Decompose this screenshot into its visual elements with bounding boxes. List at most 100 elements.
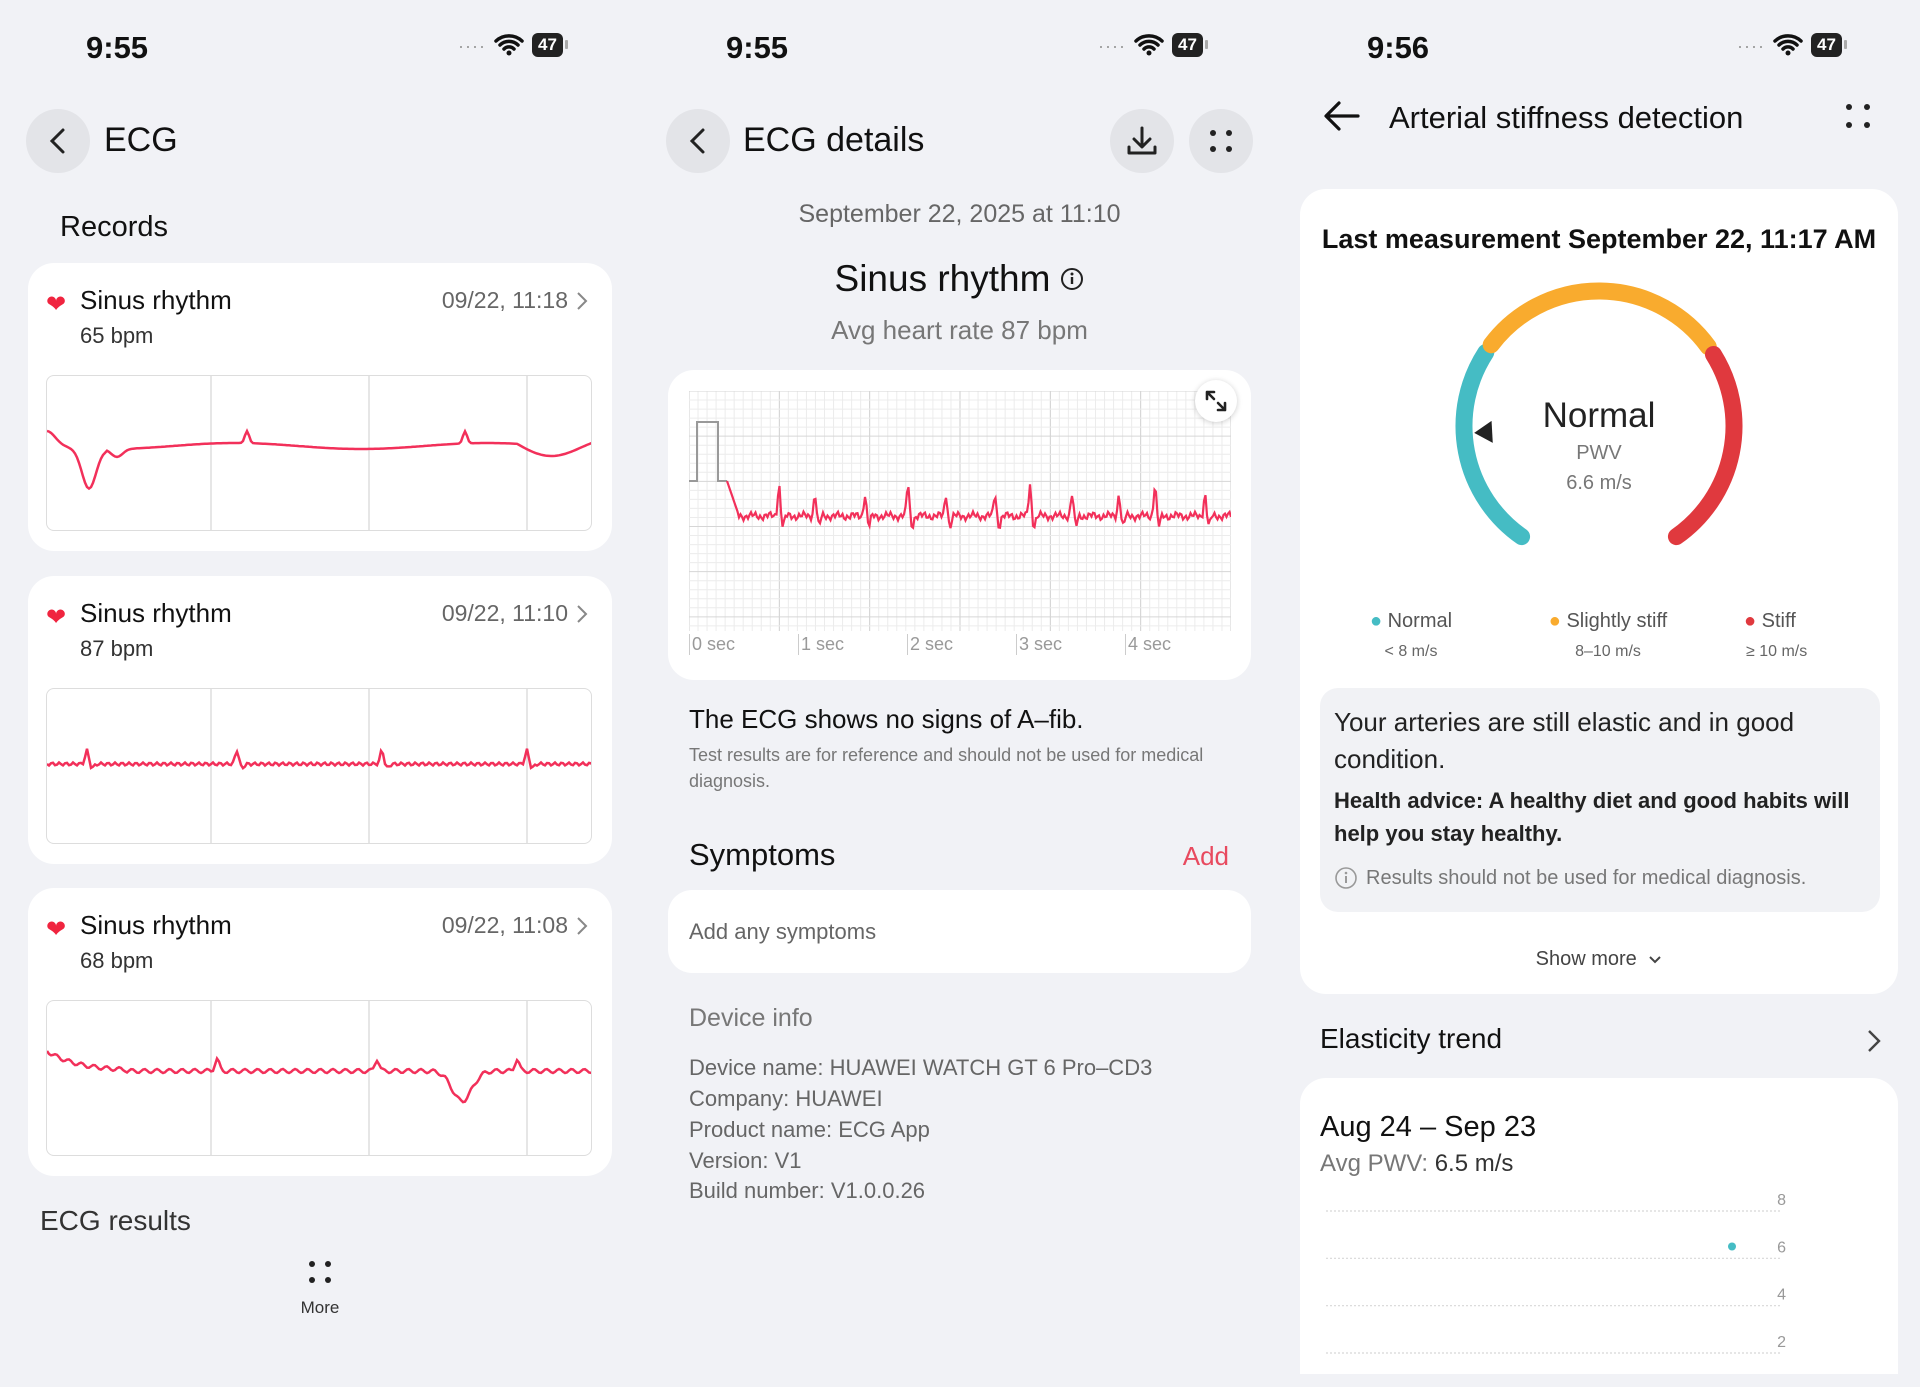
more-label: More — [300, 1298, 340, 1317]
device-name: Device name: HUAWEI WATCH GT 6 Pro–CD3 — [689, 1055, 1153, 1080]
legend-dot-icon: ● — [1369, 610, 1383, 632]
x-tick-label: 1 sec — [798, 634, 844, 655]
back-arrow-icon[interactable] — [1322, 99, 1362, 133]
y-tick-label: 4 — [1777, 1287, 1786, 1304]
status-time: 9:55 — [86, 30, 149, 65]
status-icons: ···· 47 — [458, 32, 568, 57]
add-symptoms-button[interactable]: Add — [1182, 841, 1229, 871]
status-time: 9:56 — [1367, 30, 1430, 65]
result-message: Your arteries are still elastic and in g… — [1334, 707, 1795, 774]
health-advice: Health advice: A healthy diet and good h… — [1334, 788, 1850, 846]
signal-icon: ···· — [1098, 36, 1126, 56]
gauge-pointer-icon — [1474, 420, 1493, 443]
legend-range: 8–10 m/s — [1575, 643, 1641, 660]
page-title: Arterial stiffness detection — [1389, 100, 1744, 135]
last-measurement: Last measurement September 22, 11:17 AM — [1321, 224, 1877, 254]
gauge-stiff-arc — [1667, 345, 1743, 546]
battery-icon: 47 — [1810, 32, 1847, 57]
legend-label: Slightly stiff — [1566, 610, 1668, 632]
ecg-trace-line — [47, 428, 591, 491]
trend-average: Avg PWV: 6.5 m/s — [1320, 1150, 1513, 1178]
record-bpm: 87 bpm — [80, 636, 154, 661]
chevron-right-icon — [577, 291, 588, 310]
back-button[interactable] — [666, 109, 730, 173]
x-tick-label: 2 sec — [907, 634, 953, 655]
legend-dot-icon: ● — [1744, 610, 1757, 632]
signal-icon: ···· — [458, 36, 486, 56]
chevron-right-icon — [577, 916, 588, 935]
x-tick-label: 0 sec — [689, 634, 735, 655]
more-options-button[interactable] — [1189, 109, 1253, 173]
back-button[interactable] — [26, 109, 90, 173]
data-point[interactable] — [1728, 1242, 1736, 1251]
record-date: 09/22, 11:08 — [442, 912, 588, 939]
more-icon — [309, 1261, 331, 1283]
gauge-normal-arc — [1455, 343, 1531, 546]
record-card[interactable]: ❤ Sinus rhythm 65 bpm 09/22, 11:18 — [28, 263, 612, 551]
expand-button[interactable] — [1195, 380, 1237, 422]
device-company: Company: HUAWEI — [689, 1086, 883, 1111]
trend-chart[interactable]: 8 6 4 2 — [1300, 1178, 1898, 1374]
symptoms-input[interactable]: Add any symptoms — [668, 890, 1251, 973]
medical-note: Results should not be used for medical d… — [1334, 866, 1866, 890]
legend-normal: ● Normal < 8 m/s — [1356, 610, 1466, 661]
page-title: ECG — [104, 121, 178, 159]
record-ecg-thumbnail — [46, 1000, 592, 1156]
show-more-button[interactable]: Show more — [1300, 948, 1898, 971]
avg-heart-rate: Avg heart rate 87 bpm — [831, 315, 1088, 345]
status-icons: ···· 47 — [1098, 32, 1208, 57]
info-icon[interactable] — [1060, 267, 1084, 291]
gauge-metric: PWV — [1576, 442, 1622, 464]
record-label: Sinus rhythm — [80, 285, 232, 315]
more-icon[interactable] — [1844, 102, 1872, 130]
trend-range: Aug 24 – Sep 23 — [1320, 1111, 1537, 1143]
measurement-card: Last measurement September 22, 11:17 AM … — [1300, 189, 1898, 994]
symptoms-heading: Symptoms — [689, 837, 836, 872]
ecg-trace-line — [725, 480, 1231, 531]
ecg-trace-line — [47, 747, 591, 771]
heart-icon: ❤ — [46, 916, 67, 943]
record-ecg-thumbnail — [46, 688, 592, 844]
ecg-results-heading: ECG results — [40, 1205, 191, 1236]
legend-slightly-stiff: ● Slightly stiff 8–10 m/s — [1528, 610, 1688, 661]
calibration-pulse — [689, 421, 727, 482]
record-card[interactable]: ❤ Sinus rhythm 68 bpm 09/22, 11:08 — [28, 888, 612, 1176]
wifi-icon — [494, 33, 524, 55]
battery-icon: 47 — [1171, 32, 1208, 57]
chevron-left-icon — [689, 128, 705, 154]
x-tick-label: 4 sec — [1125, 634, 1171, 655]
medical-note-text: Results should not be used for medical d… — [1366, 866, 1807, 889]
legend-stiff: ● Stiff ≥ 10 m/s — [1740, 610, 1860, 661]
gauge-status: Normal — [1542, 396, 1656, 435]
elasticity-trend-header[interactable]: Elasticity trend — [1300, 1018, 1898, 1062]
x-tick-label: 3 sec — [1016, 634, 1062, 655]
legend-label: Stiff — [1761, 610, 1796, 632]
record-date-text: 09/22, 11:18 — [441, 287, 568, 313]
pwv-gauge — [1455, 282, 1743, 546]
info-icon — [1335, 867, 1357, 889]
gauge-value: 6.6 m/s — [1566, 472, 1632, 494]
wifi-icon — [1134, 33, 1164, 55]
record-label: Sinus rhythm — [80, 910, 232, 940]
ecg-trace — [47, 1001, 591, 1155]
download-icon — [1127, 126, 1157, 155]
gauge-slightly-stiff-arc — [1482, 282, 1717, 356]
download-button[interactable] — [1110, 109, 1174, 173]
avg-label: Avg PWV: — [1320, 1150, 1435, 1177]
avg-value: 6.5 m/s — [1434, 1150, 1514, 1177]
more-icon — [1210, 130, 1232, 152]
show-more-label: Show more — [1535, 948, 1637, 970]
ecg-summary: The ECG shows no signs of A–fib. — [689, 704, 1084, 734]
ecg-waveform-chart[interactable] — [689, 391, 1231, 631]
symptoms-placeholder: Add any symptoms — [689, 919, 877, 944]
record-bpm: 65 bpm — [80, 323, 154, 348]
wifi-icon — [1773, 33, 1803, 55]
record-date-text: 09/22, 11:08 — [441, 912, 568, 938]
result-message-box: Your arteries are still elastic and in g… — [1320, 688, 1880, 912]
legend-label: Normal — [1387, 610, 1453, 632]
record-bpm: 68 bpm — [80, 948, 154, 973]
record-card[interactable]: ❤ Sinus rhythm 87 bpm 09/22, 11:10 — [28, 576, 612, 864]
more-button[interactable]: More — [280, 1257, 360, 1318]
legend-range: ≥ 10 m/s — [1746, 643, 1808, 660]
y-tick-label: 2 — [1777, 1334, 1786, 1351]
